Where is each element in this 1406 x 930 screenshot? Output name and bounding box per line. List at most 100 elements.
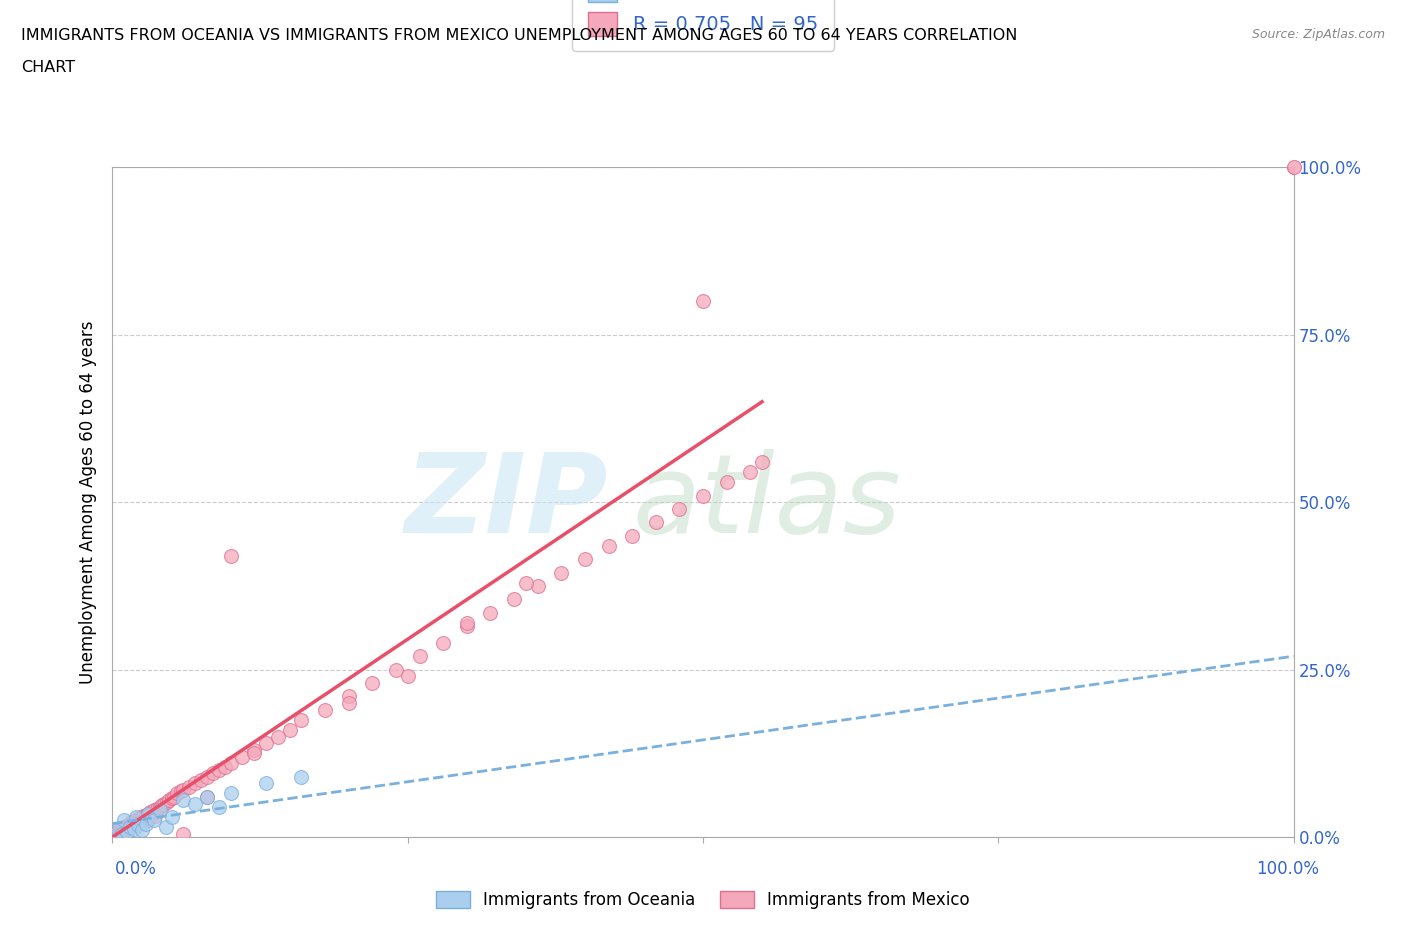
Point [716, 474, 738, 489]
Point [136, 813, 159, 828]
Point [184, 776, 207, 790]
Point [195, 769, 218, 784]
Point [337, 689, 360, 704]
Point [166, 786, 188, 801]
Point [479, 605, 502, 620]
Point [172, 783, 194, 798]
Point [208, 800, 231, 815]
Point [127, 812, 149, 827]
Point [231, 750, 253, 764]
Point [195, 790, 218, 804]
Point [337, 696, 360, 711]
Point [160, 809, 183, 824]
Point [127, 815, 149, 830]
Point [243, 746, 266, 761]
Point [408, 649, 430, 664]
Point [515, 575, 537, 590]
Point [115, 818, 138, 833]
Point [107, 823, 129, 838]
Point [121, 817, 143, 832]
Point [740, 465, 762, 480]
Point [314, 702, 336, 717]
Point [142, 813, 165, 828]
Point [361, 675, 384, 690]
Point [385, 662, 408, 677]
Point [526, 578, 548, 593]
Point [135, 807, 157, 822]
Point [267, 729, 290, 744]
Point [432, 635, 454, 650]
Point [135, 811, 157, 826]
Point [112, 822, 135, 837]
Point [172, 826, 194, 841]
Point [120, 818, 142, 833]
Point [143, 808, 166, 823]
Point [156, 795, 179, 810]
Point [131, 823, 153, 838]
Point [115, 821, 138, 836]
Point [290, 769, 312, 784]
Point [112, 821, 135, 836]
Point [503, 591, 526, 606]
Point [120, 817, 142, 831]
Point [149, 800, 172, 815]
Text: 100.0%: 100.0% [1256, 860, 1319, 878]
Point [155, 819, 177, 834]
Point [1282, 160, 1305, 175]
Point [219, 549, 242, 564]
Point [456, 618, 478, 633]
Point [214, 759, 236, 774]
Point [195, 790, 218, 804]
Point [179, 779, 201, 794]
Point [751, 455, 773, 470]
Point [110, 825, 132, 840]
Point [128, 811, 150, 826]
Point [107, 824, 129, 839]
Point [104, 828, 127, 843]
Point [201, 766, 224, 781]
Point [456, 616, 478, 631]
Point [105, 827, 128, 842]
Point [692, 294, 714, 309]
Point [146, 802, 169, 817]
Point [125, 817, 148, 832]
Point [120, 815, 142, 830]
Point [125, 809, 148, 824]
Point [107, 826, 129, 841]
Point [290, 712, 312, 727]
Text: 0.0%: 0.0% [115, 860, 157, 878]
Point [621, 528, 644, 543]
Point [136, 806, 159, 821]
Point [112, 813, 135, 828]
Text: CHART: CHART [21, 60, 75, 75]
Text: ZIP: ZIP [405, 448, 609, 556]
Point [110, 821, 132, 836]
Point [139, 804, 162, 819]
Point [208, 763, 231, 777]
Point [149, 803, 172, 817]
Point [219, 756, 242, 771]
Point [644, 515, 666, 530]
Point [127, 817, 149, 832]
Point [278, 723, 301, 737]
Text: Source: ZipAtlas.com: Source: ZipAtlas.com [1251, 28, 1385, 41]
Point [219, 786, 242, 801]
Point [574, 551, 596, 566]
Point [190, 773, 212, 788]
Point [184, 796, 207, 811]
Point [142, 803, 165, 817]
Text: atlas: atlas [633, 448, 901, 556]
Point [134, 812, 156, 827]
Y-axis label: Unemployment Among Ages 60 to 64 years: Unemployment Among Ages 60 to 64 years [79, 321, 97, 684]
Point [141, 809, 163, 824]
Point [598, 538, 620, 553]
Point [153, 796, 176, 811]
Point [170, 784, 193, 799]
Point [112, 819, 135, 834]
Point [131, 809, 153, 824]
Legend: Immigrants from Oceania, Immigrants from Mexico: Immigrants from Oceania, Immigrants from… [430, 884, 976, 916]
Point [114, 823, 136, 838]
Text: IMMIGRANTS FROM OCEANIA VS IMMIGRANTS FROM MEXICO UNEMPLOYMENT AMONG AGES 60 TO : IMMIGRANTS FROM OCEANIA VS IMMIGRANTS FR… [21, 28, 1018, 43]
Point [115, 824, 138, 839]
Point [129, 814, 152, 829]
